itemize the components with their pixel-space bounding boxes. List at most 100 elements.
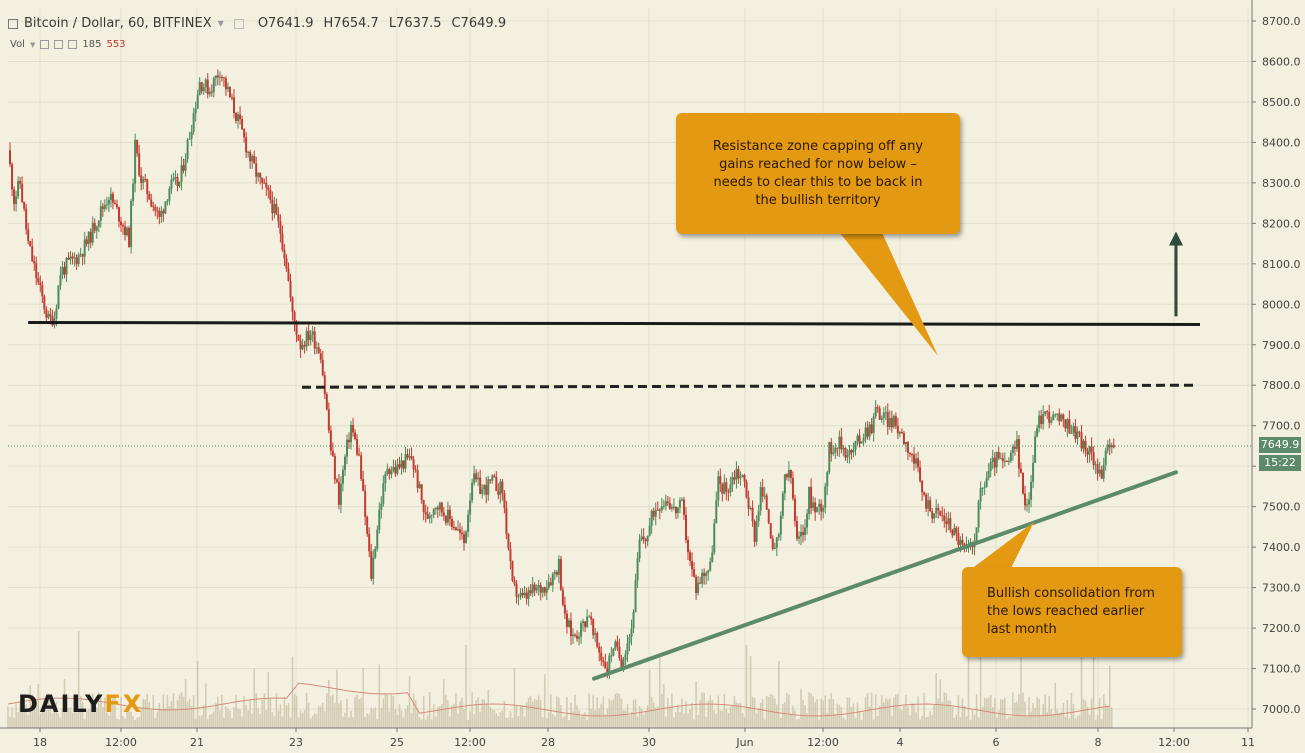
- candle-body: [9, 150, 12, 165]
- candle-body: [491, 475, 494, 481]
- candle-body: [216, 75, 219, 78]
- candle-body: [644, 539, 647, 542]
- candle-body: [898, 432, 901, 434]
- candle-body: [178, 181, 181, 186]
- candle-body: [97, 220, 100, 227]
- candle-body: [997, 451, 1000, 459]
- candle-body: [1106, 444, 1109, 451]
- candle-body: [844, 447, 847, 458]
- collapse-icon[interactable]: [8, 18, 18, 29]
- candle-body: [47, 314, 50, 318]
- candle-body: [281, 233, 284, 250]
- candle-body: [319, 353, 322, 360]
- symbol-label[interactable]: Bitcoin / Dollar, 60, BITFINEX: [24, 16, 212, 31]
- candle-body: [902, 433, 905, 445]
- candle-body: [124, 226, 127, 236]
- candle-body: [620, 657, 623, 669]
- candle-body: [1058, 413, 1061, 422]
- candle-body: [154, 206, 157, 211]
- candle-body: [115, 203, 118, 208]
- candle-body: [650, 510, 653, 526]
- candle-body: [406, 454, 409, 458]
- candle-body: [745, 481, 748, 498]
- x-tick-label: Jun: [735, 736, 753, 749]
- candle-body: [384, 473, 387, 484]
- candle-body: [860, 441, 863, 444]
- candle-body: [99, 206, 102, 221]
- candle-body: [658, 509, 661, 511]
- candle-body: [430, 514, 433, 516]
- candle-body: [126, 227, 129, 236]
- y-axis-panel: [1253, 0, 1305, 753]
- up-arrow-icon: [1169, 231, 1183, 246]
- candle-body: [866, 427, 869, 437]
- candle-body: [138, 153, 141, 176]
- candle-body: [208, 91, 211, 95]
- candle-body: [925, 494, 928, 509]
- candle-body: [146, 179, 149, 194]
- candle-body: [33, 261, 36, 264]
- candle-body: [836, 447, 839, 449]
- candle-body: [303, 344, 306, 347]
- candle-body: [263, 182, 266, 184]
- candle-body: [624, 654, 627, 661]
- candle-body: [630, 628, 633, 637]
- candle-body: [610, 655, 613, 657]
- candle-body: [283, 249, 286, 259]
- candle-body: [473, 473, 476, 483]
- candle-body: [921, 480, 924, 493]
- candle-body: [616, 641, 619, 647]
- candle-body: [182, 165, 185, 171]
- candle-body: [711, 552, 714, 562]
- volume-label[interactable]: Vol: [10, 39, 25, 50]
- candle-body: [1013, 446, 1016, 449]
- candle-body: [1082, 440, 1085, 449]
- resistance-callout: Resistance zone capping off any gains re…: [676, 113, 960, 234]
- candle-body: [370, 551, 373, 579]
- candle-body: [561, 589, 564, 605]
- gear-icon[interactable]: [54, 40, 64, 49]
- candle-body: [640, 536, 643, 540]
- settings-icon[interactable]: [233, 18, 244, 29]
- candle-body: [991, 457, 994, 463]
- candle-body: [220, 76, 223, 78]
- candle-body: [402, 460, 405, 469]
- candle-body: [15, 196, 18, 205]
- candle-body: [957, 533, 960, 546]
- candle-body: [981, 487, 984, 489]
- candle-body: [993, 457, 996, 468]
- chevron-down-icon[interactable]: ▼: [29, 40, 36, 49]
- x-tick-label: 8: [1095, 736, 1102, 749]
- chevron-down-icon[interactable]: ▼: [217, 19, 224, 28]
- x-tick-label: 12:00: [454, 736, 486, 749]
- candle-body: [140, 175, 143, 183]
- candle-body: [628, 636, 631, 644]
- y-tick-label: 7100.0: [1262, 663, 1301, 676]
- candle-body: [321, 359, 324, 376]
- candle-body: [862, 438, 865, 442]
- candle-body: [156, 210, 159, 212]
- candle-body: [919, 467, 922, 481]
- candle-body: [931, 511, 934, 519]
- candle-body: [802, 532, 805, 535]
- close-icon[interactable]: [68, 40, 78, 49]
- x-tick-label: 11: [1241, 736, 1255, 749]
- candle-body: [382, 483, 385, 504]
- candle-body: [874, 407, 877, 417]
- candle-body: [565, 613, 568, 627]
- candle-body: [515, 583, 518, 597]
- candle-body: [228, 86, 231, 98]
- candle-body: [783, 474, 786, 494]
- eye-icon[interactable]: [40, 40, 50, 49]
- candle-body: [586, 616, 589, 627]
- candle-body: [917, 458, 920, 468]
- candle-body: [307, 330, 310, 341]
- ohlc-values: O7641.9 H7654.7 L7637.5 C7649.9: [258, 16, 506, 31]
- candle-body: [687, 540, 690, 553]
- candle-body: [656, 509, 659, 511]
- candle-body: [761, 487, 764, 497]
- candle-body: [311, 331, 314, 335]
- candle-body: [737, 469, 740, 479]
- candle-body: [689, 552, 692, 561]
- candle-body: [1096, 464, 1099, 474]
